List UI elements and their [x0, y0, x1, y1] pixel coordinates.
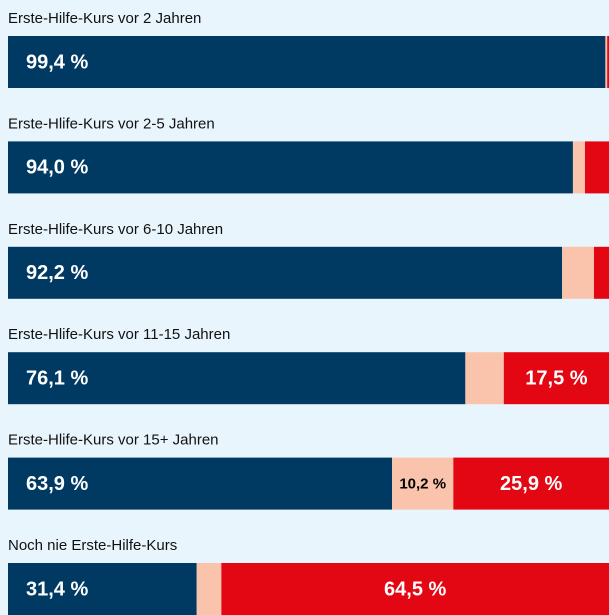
value-label: 31,4 %: [26, 578, 88, 600]
bar-segment: [8, 352, 466, 405]
value-label: 92,2 %: [26, 262, 88, 284]
value-label: 99,4 %: [26, 51, 88, 73]
bar-segment: [605, 36, 608, 88]
bar-segment: [562, 246, 594, 299]
category-label: Erste-Hlife-Kurs vor 6-10 Jahren: [8, 221, 223, 238]
category-label: Erste-Hilfe-Kurs vor 2 Jahren: [8, 10, 201, 27]
value-label: 94,0 %: [26, 157, 88, 179]
bar-segment: [465, 352, 504, 405]
bar-segment: [221, 563, 609, 615]
bar-segment: [503, 352, 609, 405]
bar-segment: [392, 457, 454, 510]
bar-segment: [584, 141, 609, 194]
category-label: Erste-Hlife-Kurs vor 2-5 Jahren: [8, 115, 215, 132]
value-label: 63,9 %: [26, 473, 88, 495]
bar-segment: [8, 563, 197, 615]
value-label: 25,9 %: [500, 473, 562, 495]
bar-segment: [8, 141, 573, 194]
bar-segment: [196, 563, 222, 615]
value-label: 64,5 %: [384, 578, 446, 600]
bar-segment: [572, 141, 585, 194]
value-label: 76,1 %: [26, 367, 88, 389]
value-label: 10,2 %: [399, 476, 446, 493]
category-label: Erste-Hlife-Kurs vor 15+ Jahren: [8, 432, 219, 449]
value-label: 17,5 %: [525, 367, 587, 389]
bar-segment: [607, 36, 609, 88]
bar-segment: [593, 246, 609, 299]
bar-segment: [453, 457, 609, 510]
category-label: Noch nie Erste-Hilfe-Kurs: [8, 537, 177, 554]
bar-segment: [8, 457, 393, 510]
category-label: Erste-Hlife-Kurs vor 11-15 Jahren: [8, 326, 230, 343]
bar-segment: [8, 246, 563, 299]
bar-segment: [8, 36, 606, 88]
